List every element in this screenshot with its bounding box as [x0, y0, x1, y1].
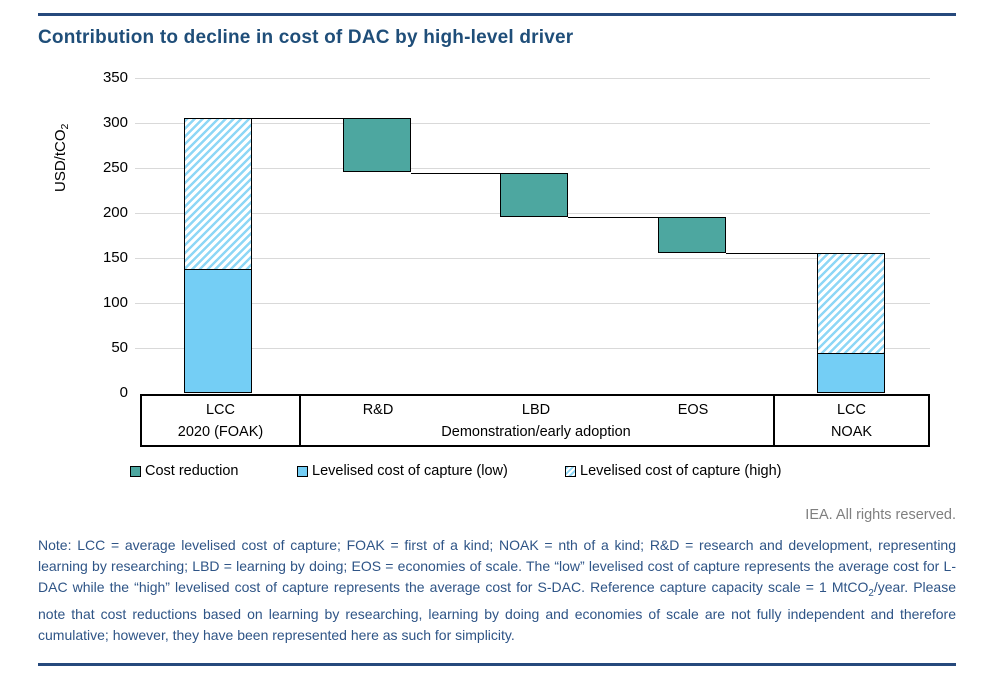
y-tick-label-200: 200	[102, 204, 128, 221]
x-label-rd: R&D	[362, 402, 394, 418]
y-tick-label-150: 150	[102, 249, 128, 266]
legend-item-cost-reduction: Cost reduction	[130, 463, 239, 479]
note-text: Note: LCC = average levelised cost of ca…	[38, 537, 956, 595]
plot-area	[135, 77, 930, 393]
x-label-lcc-foak: LCC	[205, 402, 235, 418]
chart-title: Contribution to decline in cost of DAC b…	[38, 27, 574, 48]
legend-swatch-blue-icon	[297, 465, 308, 477]
legend-item-lcc-high: Levelised cost of capture (high)	[565, 463, 782, 479]
y-tick-label-300: 300	[102, 114, 128, 131]
waterfall-connector	[411, 172, 500, 174]
legend-label: Levelised cost of capture (high)	[580, 463, 782, 479]
legend-swatch-teal-icon	[130, 465, 141, 477]
gridline-150	[135, 257, 930, 259]
gridline-300	[135, 122, 930, 124]
gridline-100	[135, 302, 930, 304]
x-axis-category-box: LCC 2020 (FOAK) R&D LBD EOS Demonstratio…	[140, 394, 930, 447]
y-axis-title: USD/tCO2	[52, 72, 71, 192]
y-axis-title-subscript: 2	[59, 123, 71, 130]
y-tick-label-50: 50	[111, 339, 128, 356]
bar-lcc-low	[817, 354, 885, 393]
x-label-2020-foak: 2020 (FOAK)	[177, 424, 264, 440]
legend-label: Cost reduction	[145, 463, 239, 479]
waterfall-connector	[726, 252, 817, 255]
x-label-eos: EOS	[677, 402, 709, 418]
gridline-250	[135, 167, 930, 169]
category-divider	[299, 396, 301, 445]
x-label-demonstration: Demonstration/early adoption	[441, 424, 631, 440]
bar-reduction-rd	[343, 117, 411, 173]
bar-lcc-high	[184, 117, 252, 270]
bar-lcc-low	[184, 269, 252, 393]
y-tick-label-350: 350	[102, 69, 128, 86]
note-text: /year. Please note that cost reductions …	[38, 579, 957, 643]
y-axis-tick-labels: 350 300 250 200 150 100 50 0	[80, 69, 128, 401]
bar-lcc-high	[817, 252, 885, 355]
y-tick-label-250: 250	[102, 159, 128, 176]
category-divider	[773, 396, 775, 445]
top-divider	[38, 13, 956, 16]
y-tick-label-0: 0	[119, 384, 128, 401]
bottom-divider	[38, 663, 956, 666]
bar-reduction-lbd	[500, 172, 568, 217]
y-axis-title-text: USD/tCO	[52, 129, 69, 192]
legend-item-lcc-low: Levelised cost of capture (low)	[297, 463, 508, 479]
legend-swatch-hatched-icon	[565, 465, 576, 477]
x-label-lbd: LBD	[521, 402, 551, 418]
y-tick-label-100: 100	[102, 294, 128, 311]
x-label-lcc-noak: LCC	[836, 402, 866, 418]
note-subscript: 2	[868, 587, 874, 599]
gridline-350	[135, 77, 930, 79]
waterfall-connector	[568, 216, 658, 219]
note-paragraph: Note: LCC = average levelised cost of ca…	[38, 535, 956, 646]
copyright-text: IEA. All rights reserved.	[805, 507, 956, 523]
legend-label: Levelised cost of capture (low)	[312, 463, 508, 479]
gridline-50	[135, 347, 930, 349]
x-label-noak: NOAK	[830, 424, 873, 440]
bar-reduction-eos	[658, 216, 726, 253]
waterfall-connector	[252, 117, 343, 120]
